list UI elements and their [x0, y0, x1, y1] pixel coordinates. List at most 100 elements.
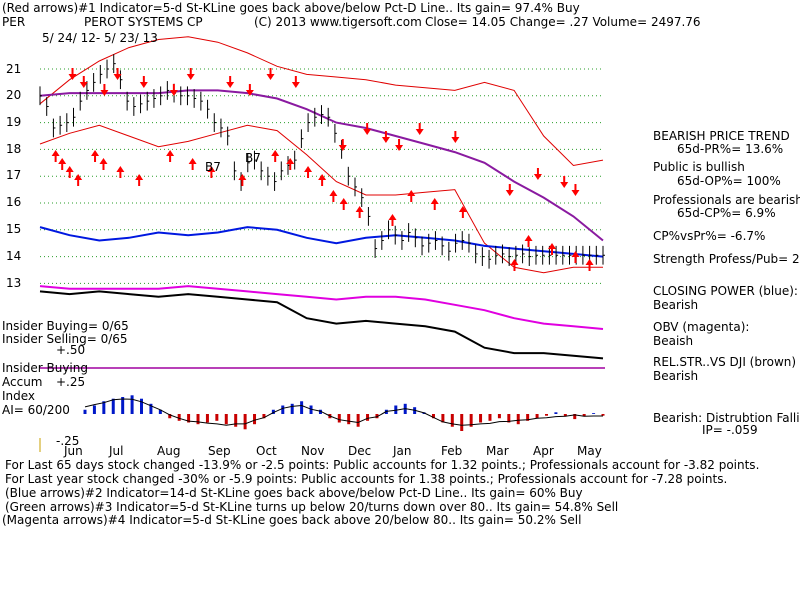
red-down-arrow	[338, 139, 347, 151]
red-up-arrow	[74, 174, 83, 186]
red-down-arrow	[291, 76, 300, 88]
red-up-arrow	[58, 158, 67, 170]
op-value: 65d-OP%= 100%	[677, 174, 781, 188]
y-tick-label: 14	[6, 249, 22, 263]
b7-annotation: B7	[205, 160, 221, 174]
y-tick-label: 19	[6, 115, 22, 129]
x-tick-label: Feb	[441, 444, 463, 458]
red-up-arrow	[271, 150, 280, 162]
red-up-arrow	[355, 206, 364, 218]
accum-scale-bottom: -.25	[56, 434, 80, 448]
red-down-arrow	[79, 76, 88, 88]
price-bars	[39, 54, 605, 269]
red-up-arrow	[548, 243, 557, 255]
series-line	[39, 285, 604, 330]
ai-value: AI= 60/200	[2, 403, 70, 417]
footer-indicator-3: (Green arrows)#3 Indicator=5-d St-KLine …	[5, 500, 619, 514]
red-down-arrow	[245, 84, 254, 96]
relstr-value: Bearish	[653, 369, 699, 383]
red-up-arrow	[510, 259, 519, 271]
copyright: (C) 2013 www.tigersoft.com	[254, 15, 422, 29]
ticker-symbol: PER	[2, 15, 26, 29]
red-down-arrow	[560, 176, 569, 188]
red-up-arrow	[524, 235, 533, 247]
ip-value: IP= -.059	[702, 423, 758, 437]
red-down-arrow	[266, 68, 275, 80]
header-indicator-1: (Red arrows)#1 Indicator=5-d St-KLine go…	[2, 1, 580, 15]
red-down-arrow	[451, 131, 460, 143]
red-up-arrow	[51, 150, 60, 162]
index-label: Index	[2, 389, 36, 403]
red-up-arrow	[286, 158, 295, 170]
professionals-status: Professionals are bearish	[653, 193, 800, 207]
red-down-arrow	[395, 139, 404, 151]
x-tick-label: Jul	[109, 444, 124, 458]
red-down-arrow	[100, 84, 109, 96]
footer-indicator-2: (Blue arrows)#2 Indicator=14-d St-KLine …	[5, 486, 583, 500]
relstr-title: REL.STR..VS DJI (brown)	[653, 355, 797, 369]
red-up-arrow	[329, 190, 338, 202]
y-tick-label: 20	[6, 88, 22, 102]
y-tick-label: 18	[6, 142, 22, 156]
insider-buying-label: Insider Buying	[2, 361, 88, 375]
red-up-arrow	[116, 166, 125, 178]
pr-value: 65d-PR%= 13.6%	[677, 142, 784, 156]
public-status: Public is bullish	[653, 160, 745, 174]
red-down-arrow	[113, 68, 122, 80]
series-line	[39, 290, 604, 360]
red-up-arrow	[304, 166, 313, 178]
red-down-arrow	[68, 68, 77, 80]
series-line	[39, 124, 603, 274]
red-up-arrow	[458, 206, 467, 218]
x-tick-label: Sep	[208, 444, 231, 458]
strength-value: Strength Profess/Pub= 2.9	[653, 252, 800, 266]
signal-arrows	[51, 68, 594, 271]
red-up-arrow	[135, 174, 144, 186]
footer-year-summary: For Last year stock changed -30% or -5.9…	[5, 472, 728, 486]
red-up-arrow	[238, 174, 247, 186]
red-up-arrow	[407, 190, 416, 202]
red-up-arrow	[188, 158, 197, 170]
accum-index-histogram	[83, 395, 605, 431]
close-change-volume: Close= 14.05 Change= .27 Volume= 2497.76	[425, 15, 701, 29]
accum-signal-line	[84, 398, 603, 426]
red-down-arrow	[415, 123, 424, 135]
red-up-arrow	[65, 166, 74, 178]
y-tick-label: 21	[6, 62, 22, 76]
closing-power-title: CLOSING POWER (blue):	[653, 284, 798, 298]
footer-indicator-4: (Magenta arrows)#4 Indicator=5-d St-KLin…	[2, 513, 582, 527]
red-down-arrow	[186, 68, 195, 80]
red-down-arrow	[363, 123, 372, 135]
red-down-arrow	[571, 184, 580, 196]
red-up-arrow	[318, 174, 327, 186]
x-tick-label: Oct	[256, 444, 277, 458]
red-up-arrow	[585, 259, 594, 271]
red-down-arrow	[505, 184, 514, 196]
y-tick-label: 15	[6, 222, 22, 236]
footer-65day-summary: For Last 65 days stock changed -13.9% or…	[5, 458, 760, 472]
indicator-lines	[39, 36, 604, 360]
red-down-arrow	[533, 168, 542, 180]
x-tick-label: Dec	[348, 444, 372, 458]
x-tick-label: Mar	[486, 444, 509, 458]
red-down-arrow	[381, 131, 390, 143]
y-tick-label: 13	[6, 276, 22, 290]
red-up-arrow	[388, 214, 397, 226]
b7-annotation: B7	[245, 151, 261, 165]
accum-label: Accum	[2, 375, 43, 389]
company-name: PEROT SYSTEMS CP	[84, 15, 203, 29]
x-tick-label: Jan	[393, 444, 412, 458]
red-up-arrow	[166, 150, 175, 162]
obv-value: Beaish	[653, 334, 694, 348]
series-line	[39, 226, 604, 258]
red-up-arrow	[99, 158, 108, 170]
distribution-status: Bearish: Distrubtion Falling	[653, 411, 800, 425]
red-up-arrow	[91, 150, 100, 162]
series-line	[39, 36, 604, 167]
red-down-arrow	[169, 84, 178, 96]
trend-title: BEARISH PRICE TREND	[653, 129, 790, 143]
accum-scale-mid: +.25	[56, 375, 86, 389]
red-up-arrow	[207, 166, 216, 178]
